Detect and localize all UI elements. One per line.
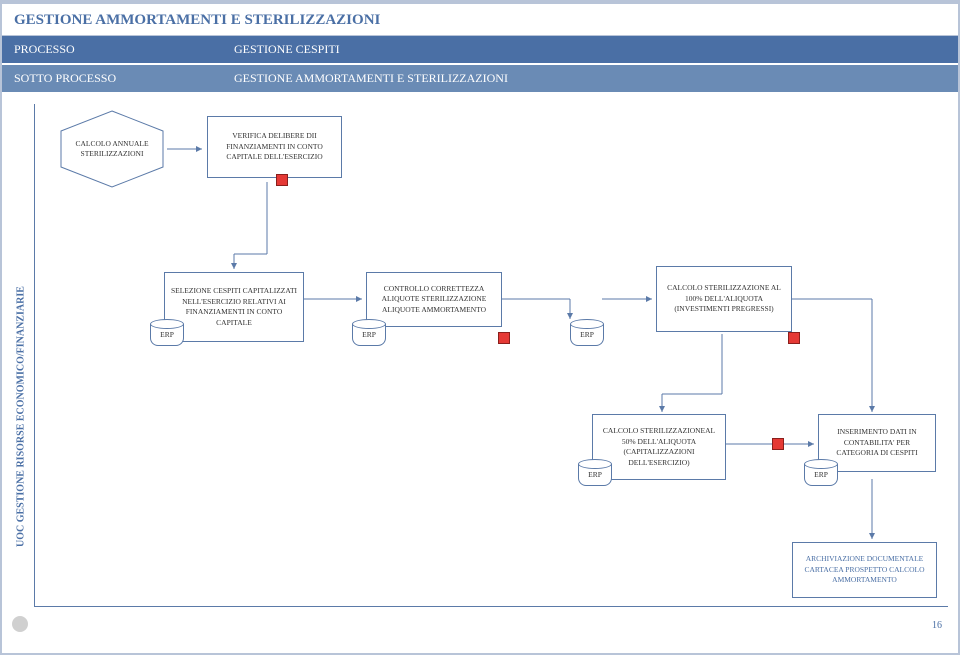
node-steril-50-label: CALCOLO STERILIZZAZIONEAL 50% DELL'ALIQU…	[597, 426, 721, 468]
erp-db-4: ERP	[578, 464, 612, 486]
diagram-area: UOC GESTIONE RISORSE ECONOMICO/FINANZIAR…	[2, 94, 958, 639]
node-archiviazione-label: ARCHIVIAZIONE DOCUMENTALE CARTACEA PROSP…	[797, 554, 932, 586]
node-steril-100-label: CALCOLO STERILIZZAZIONE AL 100% DELL'ALI…	[661, 283, 787, 315]
erp-db-2: ERP	[352, 324, 386, 346]
marker-red-2	[498, 332, 510, 344]
erp-db-4-label: ERP	[579, 470, 611, 479]
header-sottoprocesso-value: GESTIONE AMMORTAMENTI E STERILIZZAZIONI	[222, 64, 958, 93]
erp-db-5-label: ERP	[805, 470, 837, 479]
erp-db-1-label: ERP	[151, 330, 183, 339]
header-sottoprocesso-label: SOTTO PROCESSO	[2, 64, 222, 93]
node-verifica-delibere: VERIFICA DELIBERE DII FINANZIAMENTI IN C…	[207, 116, 342, 178]
node-selezione-cespiti: SELEZIONE CESPITI CAPITALIZZATI NELL'ESE…	[164, 272, 304, 342]
marker-red-1	[276, 174, 288, 186]
erp-db-2-label: ERP	[353, 330, 385, 339]
node-archiviazione: ARCHIVIAZIONE DOCUMENTALE CARTACEA PROSP…	[792, 542, 937, 598]
node-inserimento-dati-label: INSERIMENTO DATI IN CONTABILITA' PER CAT…	[823, 427, 931, 459]
marker-red-3	[788, 332, 800, 344]
node-steril-100: CALCOLO STERILIZZAZIONE AL 100% DELL'ALI…	[656, 266, 792, 332]
erp-db-3-label: ERP	[571, 330, 603, 339]
erp-db-1: ERP	[150, 324, 184, 346]
node-selezione-cespiti-label: SELEZIONE CESPITI CAPITALIZZATI NELL'ESE…	[169, 286, 299, 328]
erp-db-5: ERP	[804, 464, 838, 486]
node-controllo-aliquote: CONTROLLO CORRETTEZZA ALIQUOTE STERILIZZ…	[366, 272, 502, 327]
node-verifica-delibere-label: VERIFICA DELIBERE DII FINANZIAMENTI IN C…	[212, 131, 337, 163]
node-calcolo-annuale: CALCOLO ANNUALE STERILIZZAZIONI	[57, 109, 167, 189]
page-number: 16	[932, 620, 942, 631]
page-title: GESTIONE AMMORTAMENTI E STERILIZZAZIONI	[2, 4, 958, 36]
node-calcolo-annuale-label: CALCOLO ANNUALE STERILIZZAZIONI	[57, 139, 167, 160]
header-processo-value: GESTIONE CESPITI	[222, 36, 958, 64]
marker-red-4	[772, 438, 784, 450]
footer-logo	[10, 613, 60, 635]
node-steril-50: CALCOLO STERILIZZAZIONEAL 50% DELL'ALIQU…	[592, 414, 726, 480]
header-processo-label: PROCESSO	[2, 36, 222, 64]
header-table: PROCESSO GESTIONE CESPITI SOTTO PROCESSO…	[2, 36, 958, 94]
erp-db-3: ERP	[570, 324, 604, 346]
node-controllo-aliquote-label: CONTROLLO CORRETTEZZA ALIQUOTE STERILIZZ…	[371, 284, 497, 316]
